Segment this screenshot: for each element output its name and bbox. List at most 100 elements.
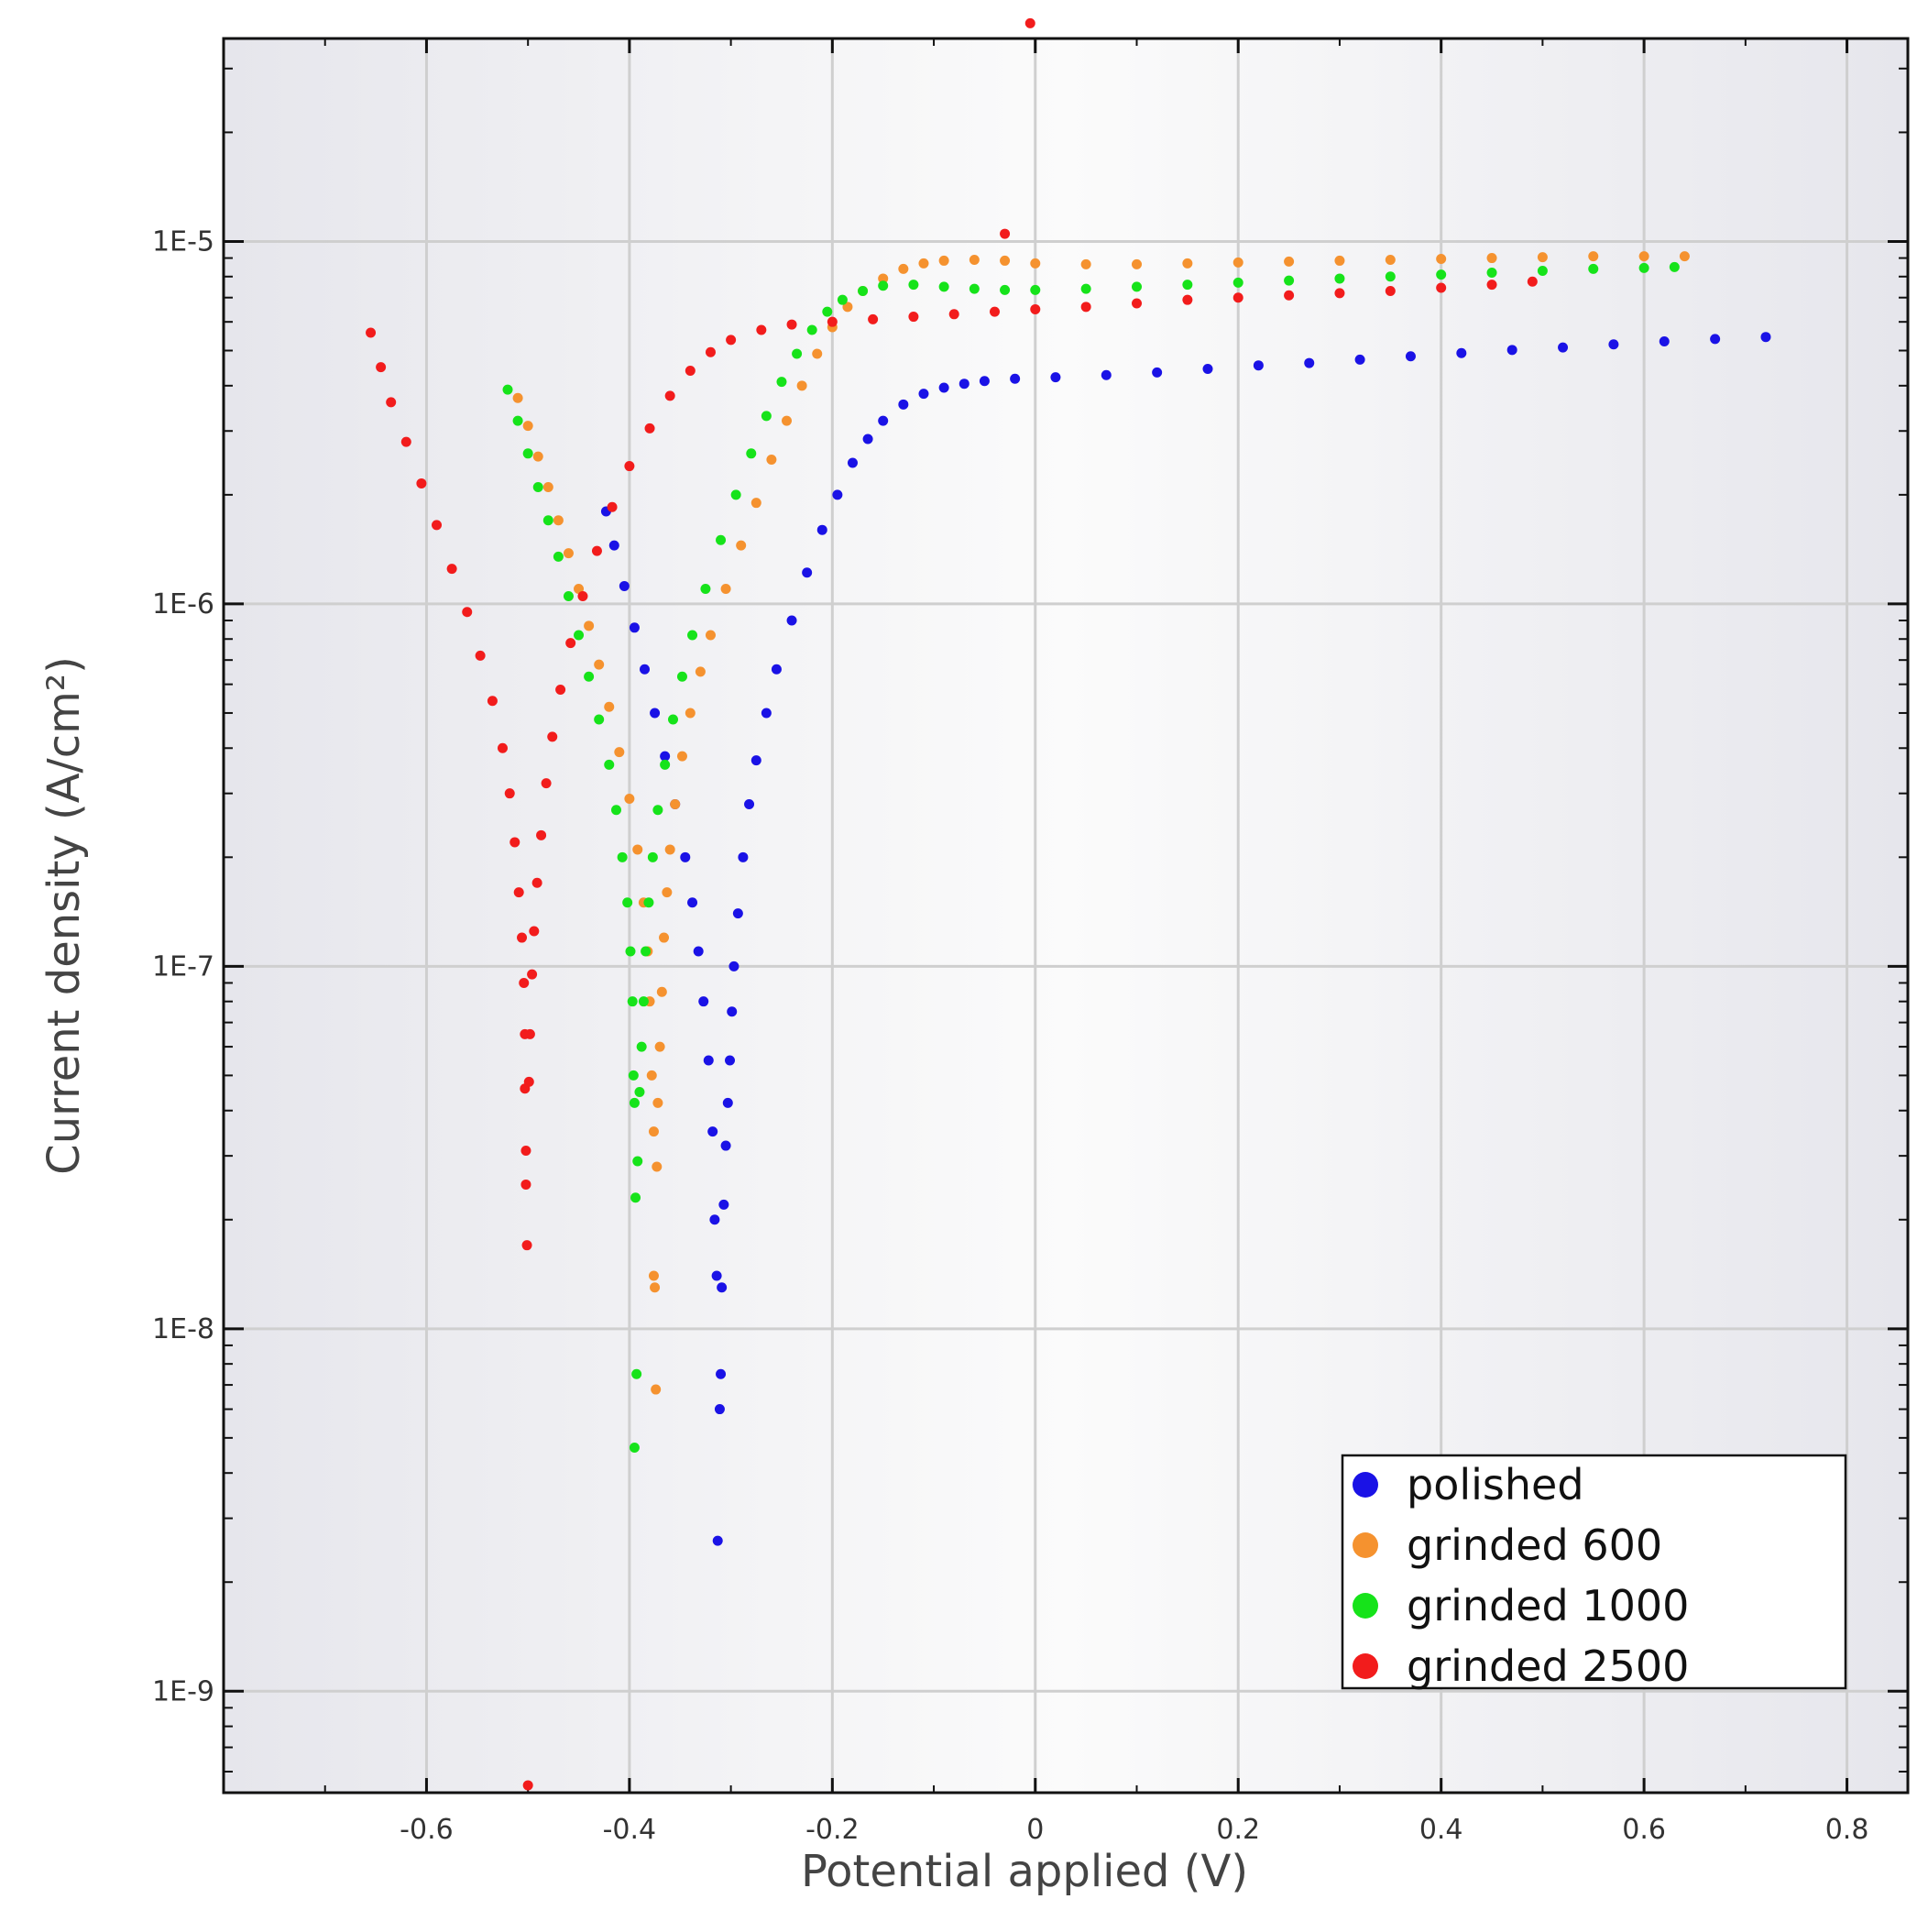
data-point bbox=[878, 415, 889, 426]
data-point bbox=[687, 897, 698, 908]
data-point bbox=[521, 1240, 532, 1251]
data-point bbox=[574, 584, 585, 595]
data-point bbox=[898, 399, 909, 410]
data-point bbox=[1050, 372, 1061, 383]
data-point bbox=[1334, 273, 1345, 284]
data-point bbox=[512, 415, 523, 426]
data-point bbox=[547, 731, 558, 742]
data-point bbox=[786, 615, 797, 626]
x-axis-ticks: -0.6 -0.4 -0.2 0 0.2 0.4 0.6 0.8 bbox=[400, 38, 1868, 1846]
data-point bbox=[716, 1368, 727, 1379]
data-point bbox=[522, 448, 533, 459]
data-point bbox=[1638, 262, 1649, 273]
data-point bbox=[1202, 364, 1213, 375]
data-point bbox=[1710, 334, 1721, 345]
data-point bbox=[577, 591, 588, 602]
data-point bbox=[553, 515, 564, 526]
x-tick-label: 0.2 bbox=[1216, 1814, 1260, 1846]
data-point bbox=[707, 1126, 718, 1137]
data-point bbox=[1385, 254, 1396, 265]
data-point bbox=[610, 805, 621, 816]
data-point bbox=[730, 489, 741, 500]
data-point bbox=[652, 1097, 663, 1108]
data-point bbox=[766, 455, 777, 466]
data-point bbox=[1080, 302, 1091, 313]
legend-label: polished bbox=[1407, 1460, 1584, 1509]
data-point bbox=[744, 799, 755, 810]
data-point bbox=[625, 946, 636, 957]
data-point bbox=[504, 788, 515, 799]
data-point bbox=[446, 564, 457, 575]
data-point bbox=[632, 844, 643, 855]
data-point bbox=[520, 1179, 531, 1190]
data-point bbox=[462, 607, 473, 618]
data-point bbox=[837, 294, 848, 305]
data-point bbox=[736, 540, 747, 551]
data-point bbox=[475, 650, 486, 661]
data-point bbox=[541, 778, 552, 789]
data-point bbox=[705, 346, 716, 357]
data-point bbox=[1253, 360, 1264, 371]
data-point bbox=[1588, 263, 1599, 274]
data-point bbox=[1659, 335, 1670, 346]
data-point bbox=[517, 932, 528, 943]
data-point bbox=[1385, 271, 1396, 282]
data-point bbox=[918, 389, 929, 400]
data-point bbox=[668, 714, 679, 725]
data-point bbox=[700, 584, 711, 595]
data-point bbox=[563, 548, 574, 559]
data-point bbox=[574, 630, 585, 641]
series-polished bbox=[600, 332, 1771, 1546]
data-point bbox=[728, 961, 739, 971]
data-point bbox=[1030, 258, 1041, 269]
data-point bbox=[1010, 373, 1021, 384]
data-point bbox=[502, 384, 513, 395]
data-point bbox=[1030, 284, 1041, 295]
data-point bbox=[563, 591, 574, 602]
data-points bbox=[366, 17, 1771, 1791]
data-point bbox=[1679, 251, 1690, 262]
data-point bbox=[1132, 281, 1143, 292]
data-point bbox=[786, 319, 797, 330]
data-point bbox=[654, 1041, 665, 1052]
data-point bbox=[703, 1055, 714, 1066]
data-point bbox=[832, 489, 843, 500]
data-point bbox=[1000, 284, 1011, 295]
data-point bbox=[720, 584, 731, 595]
data-point bbox=[1024, 17, 1035, 28]
data-point bbox=[542, 515, 553, 526]
data-point bbox=[536, 829, 547, 840]
y-tick-label: 1E-5 bbox=[152, 225, 214, 258]
data-point bbox=[717, 1282, 728, 1293]
data-point bbox=[722, 1097, 733, 1108]
data-point bbox=[806, 324, 817, 335]
data-point bbox=[938, 281, 949, 292]
data-point bbox=[660, 751, 671, 762]
data-point bbox=[1486, 253, 1497, 264]
data-point bbox=[771, 664, 782, 675]
data-point bbox=[584, 620, 595, 631]
x-tick-label: -0.2 bbox=[805, 1814, 860, 1846]
legend: polished grinded 600 grinded 1000 grinded 2… bbox=[1341, 1454, 1847, 1691]
data-point bbox=[776, 377, 787, 388]
data-point bbox=[656, 986, 667, 997]
data-point bbox=[693, 946, 704, 957]
data-point bbox=[1486, 280, 1497, 291]
legend-label: grinded 2500 bbox=[1407, 1641, 1689, 1691]
data-point bbox=[636, 1041, 647, 1052]
data-point bbox=[676, 751, 687, 762]
data-point bbox=[520, 1146, 531, 1157]
minor-ticks bbox=[224, 38, 1908, 1793]
data-point bbox=[497, 742, 508, 753]
data-point bbox=[680, 851, 691, 862]
data-point bbox=[705, 630, 716, 641]
data-point bbox=[416, 478, 427, 488]
x-tick-label: 0.6 bbox=[1622, 1814, 1666, 1846]
data-point bbox=[1527, 276, 1538, 287]
data-point bbox=[898, 263, 909, 274]
data-point bbox=[624, 461, 635, 472]
data-point bbox=[634, 1087, 645, 1098]
data-point bbox=[938, 255, 949, 266]
data-point bbox=[761, 708, 772, 719]
